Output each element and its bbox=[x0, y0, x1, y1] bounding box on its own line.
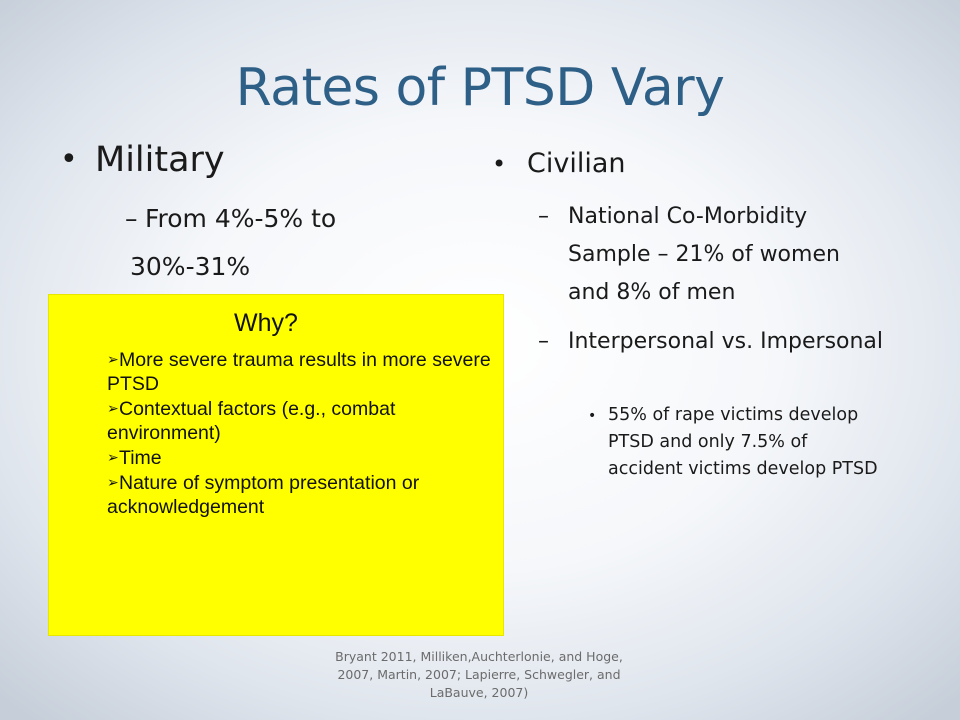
why-reason-item: ➢More severe trauma results in more seve… bbox=[107, 349, 491, 395]
arrow-bullet-icon: ➢ bbox=[107, 474, 119, 490]
why-reason-item: ➢Contextual factors (e.g., combat enviro… bbox=[107, 398, 396, 444]
bullet-dot-icon: • bbox=[60, 142, 78, 177]
military-rate-line2: 30%-31% bbox=[130, 252, 251, 281]
bullet-dot-icon: • bbox=[588, 408, 597, 424]
civilian-heading: Civilian bbox=[527, 148, 626, 179]
why-reason-item: ➢Nature of symptom presentation or ackno… bbox=[107, 472, 420, 518]
why-reasons-list: ➢More severe trauma results in more seve… bbox=[107, 347, 497, 519]
dash-icon: – bbox=[538, 329, 549, 354]
dash-icon: – bbox=[538, 204, 549, 229]
rape-victims-text: 55% of rape victims develop PTSD and onl… bbox=[608, 405, 878, 479]
why-reason-item: ➢Time bbox=[107, 447, 162, 469]
arrow-bullet-icon: ➢ bbox=[107, 351, 119, 367]
interpersonal-text: Interpersonal vs. Impersonal bbox=[568, 329, 884, 354]
military-heading: Military bbox=[95, 140, 225, 180]
arrow-bullet-icon: ➢ bbox=[107, 449, 119, 465]
why-callout-box: Why? ➢More severe trauma results in more… bbox=[48, 294, 504, 636]
dash-icon: – bbox=[125, 204, 138, 233]
military-rate-line1: From 4%-5% to bbox=[144, 204, 337, 233]
citation-text: Bryant 2011, Milliken,Auchterlonie, and … bbox=[335, 649, 623, 700]
bullet-dot-icon: • bbox=[492, 150, 507, 178]
slide-title: Rates of PTSD Vary bbox=[235, 58, 725, 118]
why-title: Why? bbox=[234, 309, 298, 337]
arrow-bullet-icon: ➢ bbox=[107, 400, 119, 416]
comorbidity-text: National Co-Morbidity Sample – 21% of wo… bbox=[568, 204, 840, 305]
